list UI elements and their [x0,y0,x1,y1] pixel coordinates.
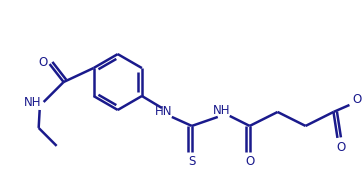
Text: O: O [38,55,47,69]
Text: O: O [245,155,254,168]
Text: NH: NH [213,104,231,118]
Text: O: O [337,141,346,154]
Text: O: O [353,94,362,107]
Text: S: S [188,155,195,168]
Text: HN: HN [155,105,173,118]
Text: NH: NH [24,97,41,109]
